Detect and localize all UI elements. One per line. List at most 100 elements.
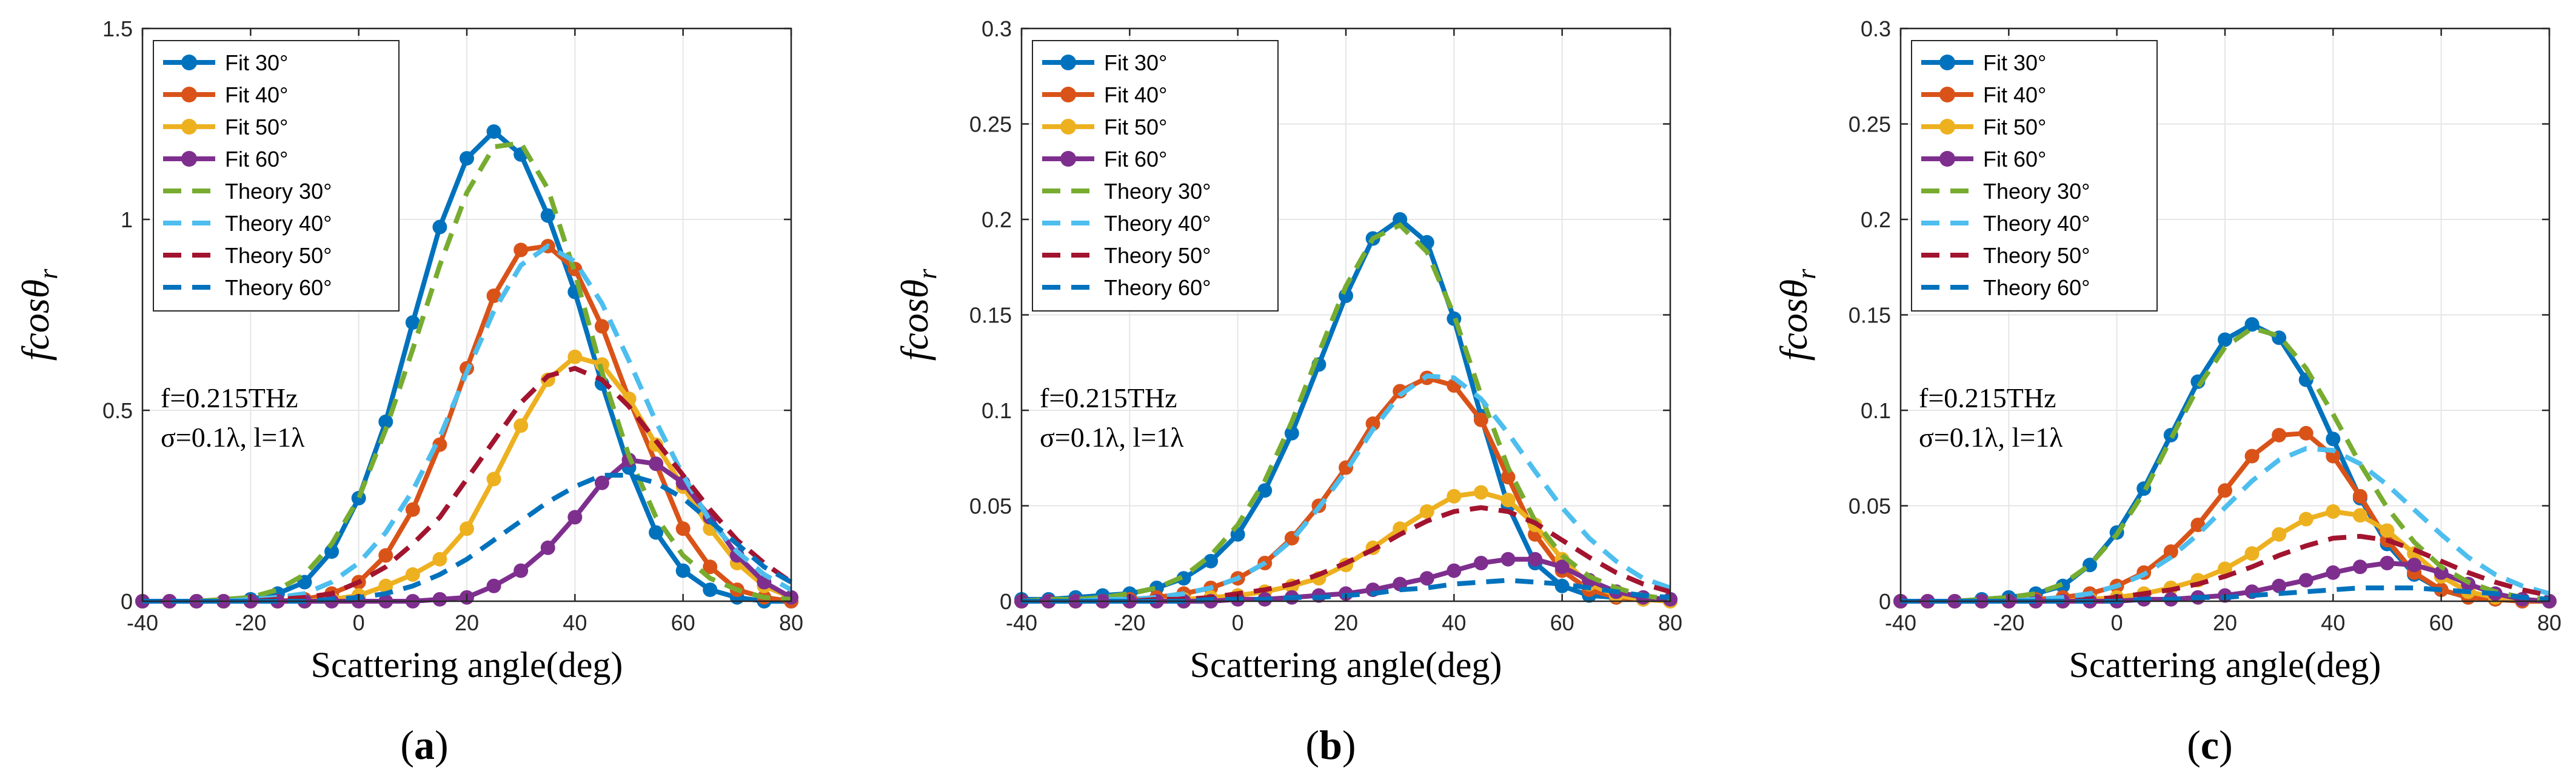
legend-box (153, 40, 400, 312)
x-tick-label: -40 (127, 610, 158, 635)
data-point (1284, 425, 1299, 441)
data-point (703, 559, 718, 575)
legend-swatch-marker (181, 87, 197, 102)
y-tick-label: 0 (121, 589, 133, 614)
data-point (2352, 559, 2367, 575)
data-point (567, 349, 583, 364)
data-point (460, 521, 474, 536)
legend-entry-label: Theory 50° (1104, 243, 1211, 268)
panel-label-close-paren: ) (2219, 722, 2233, 768)
data-point (1419, 571, 1434, 586)
series-line-theory-4 (1901, 325, 2550, 604)
data-point (2434, 565, 2449, 580)
data-point (540, 208, 555, 223)
y-tick-label: 0.15 (1848, 303, 1891, 328)
y-axis-label: fcosθr (893, 268, 942, 361)
data-point (1419, 504, 1434, 519)
x-tick-label: 0 (1232, 610, 1244, 635)
data-point (1393, 212, 1408, 227)
x-tick-label: 0 (2111, 610, 2123, 635)
data-point (2272, 427, 2287, 442)
y-tick-label: 0.2 (1861, 207, 1891, 232)
y-tick-label: 0.05 (1848, 494, 1891, 519)
x-tick-label: 20 (455, 610, 479, 635)
annotation-line-1: f=0.215THz (1919, 382, 2056, 413)
data-point (514, 563, 529, 578)
panel-label-open-paren: ( (2187, 722, 2201, 768)
data-point (1554, 559, 1570, 575)
data-point (1473, 412, 1488, 427)
x-tick-label: 60 (2429, 610, 2454, 635)
annotation: f=0.215THz σ=0.1λ, l=1λ (1040, 382, 1184, 453)
y-axis-label: fcosθr (1772, 268, 1821, 361)
legend-entry-label: Fit 50° (225, 115, 288, 139)
legend: Fit 30° Fit 40° Fit 50° Fit 60° Theory 30° Th… (1911, 40, 2158, 312)
y-tick-label: 1.5 (102, 16, 133, 41)
annotation-line-2: σ=0.1λ, l=1λ (1040, 422, 1184, 453)
y-tick-label: 0.5 (102, 398, 133, 423)
legend-entry-label: Fit 50° (1104, 115, 1167, 139)
legend-entry-label: Fit 30° (1983, 50, 2046, 75)
data-point (2298, 573, 2313, 588)
data-point (2218, 332, 2232, 347)
legend-swatch-marker (181, 55, 197, 70)
data-point (2352, 508, 2367, 523)
annotation-line-2: σ=0.1λ, l=1λ (161, 422, 305, 453)
series-line-theory-5 (142, 243, 792, 604)
panel-label-close-paren: ) (1342, 722, 1356, 768)
legend-entry-label: Theory 60° (1104, 275, 1211, 300)
data-point (378, 414, 393, 429)
data-point (1365, 416, 1380, 432)
data-point (460, 151, 474, 166)
legend-entry-label: Fit 40° (1104, 82, 1167, 107)
legend-swatch-marker (1939, 87, 1955, 102)
data-point (1257, 483, 1273, 498)
chart-panel-b: -40 -20 0 20 40 60 80 0 0.05 0.1 0.15 0.2 0.25 0.3 Sca… (893, 16, 1682, 768)
data-point (2326, 565, 2341, 580)
legend-entry-label: Fit 40° (225, 82, 288, 107)
y-tick-label: 0.25 (1848, 112, 1891, 137)
data-point (432, 592, 447, 607)
series-line-theory-5 (1901, 445, 2551, 604)
data-point (486, 578, 501, 593)
data-point (2244, 317, 2260, 332)
data-point (2326, 432, 2341, 447)
data-point (1447, 563, 1462, 578)
x-tick-label: -20 (1993, 610, 2024, 635)
x-tick-label: 80 (779, 610, 803, 635)
panel-label: (c) (2187, 722, 2233, 768)
data-point (2298, 512, 2313, 527)
y-axis-label-subscript: r (33, 268, 63, 279)
data-point (1176, 571, 1191, 586)
annotation-line-2: σ=0.1λ, l=1λ (1919, 422, 2063, 453)
data-point (405, 502, 420, 517)
legend-swatch-marker (1060, 87, 1076, 102)
data-point (1473, 556, 1488, 570)
y-tick-label: 0 (1000, 589, 1012, 614)
y-axis-label: fcosθr (14, 268, 63, 361)
data-point (2407, 558, 2422, 573)
legend-swatch-marker (1939, 55, 1955, 70)
legend-entry-label: Fit 60° (1983, 147, 2046, 172)
x-tick-label: 40 (1442, 610, 1466, 635)
legend-entry-label: Theory 40° (225, 211, 332, 236)
data-point (2380, 556, 2395, 570)
x-tick-label: 80 (2537, 610, 2561, 635)
panel-label-letter: b (1319, 722, 1342, 768)
data-point (540, 540, 555, 555)
y-tick-label: 0.1 (1861, 398, 1891, 423)
x-tick-label: 0 (353, 610, 365, 635)
chart-panel-c: -40 -20 0 20 40 60 80 0 0.05 0.1 0.15 0.2 0.25 0.3 Sca… (1772, 16, 2561, 768)
data-point (2272, 578, 2287, 593)
data-point (1500, 493, 1516, 508)
data-point (378, 548, 393, 563)
data-point (2298, 425, 2313, 441)
data-point (1473, 485, 1488, 500)
legend: Fit 30° Fit 40° Fit 50° Fit 60° Theory 30° Th… (153, 40, 400, 312)
panel-label-close-paren: ) (435, 722, 449, 768)
legend-entry-label: Theory 60° (1983, 275, 2090, 300)
legend-entry-label: Fit 60° (1104, 147, 1167, 172)
y-tick-label: 0.1 (982, 398, 1012, 423)
x-axis-label: Scattering angle(deg) (311, 645, 623, 685)
x-tick-label: -20 (235, 610, 266, 635)
